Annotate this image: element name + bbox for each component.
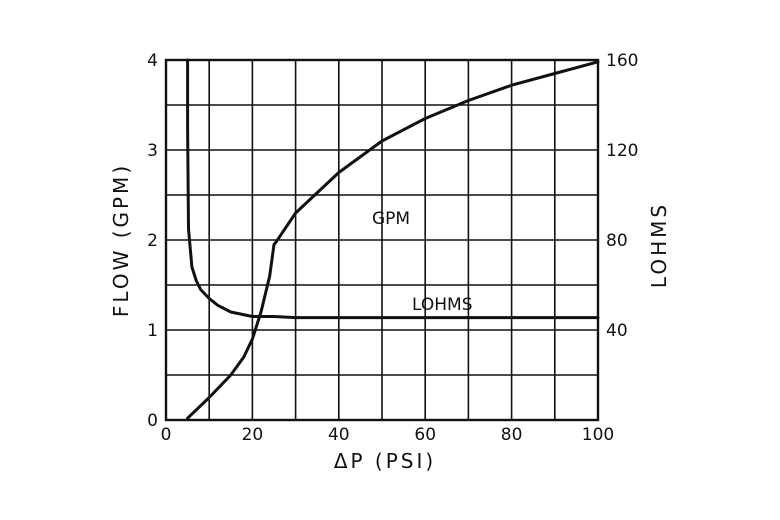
tick-labels: 0 20 40 60 80 100 0 1 2 3 4 40 80 120 160 [147, 51, 638, 445]
series-line-lohms [186, 58, 600, 320]
left-y-tick-label: 1 [147, 321, 158, 341]
right-y-tick-label: 80 [606, 231, 628, 251]
right-y-tick-label: 40 [606, 321, 628, 341]
x-tick-label: 80 [501, 425, 523, 445]
x-tick-label: 40 [328, 425, 350, 445]
plot-frame [164, 58, 600, 422]
left-y-tick-label: 3 [147, 141, 158, 161]
right-y-tick-label: 120 [606, 141, 638, 161]
x-axis-title: ΔP (PSI) [334, 449, 436, 473]
left-y-tick-label: 4 [147, 51, 158, 71]
right-y-tick-label: 160 [606, 51, 638, 71]
right-y-axis-title: LOHMS [647, 202, 671, 288]
left-y-tick-label: 2 [147, 231, 158, 251]
grid [166, 60, 598, 420]
left-y-axis-title: FLOW (GPM) [109, 163, 133, 317]
lohms-curve-label: LOHMS [412, 295, 473, 315]
x-tick-label: 100 [582, 425, 614, 445]
x-tick-label: 0 [161, 425, 172, 445]
left-y-tick-label: 0 [147, 411, 158, 431]
gpm-curve-label: GPM [372, 209, 410, 229]
x-tick-label: 60 [414, 425, 436, 445]
series-layer [186, 58, 600, 420]
x-tick-label: 20 [242, 425, 264, 445]
series-line-gpm [186, 60, 600, 420]
